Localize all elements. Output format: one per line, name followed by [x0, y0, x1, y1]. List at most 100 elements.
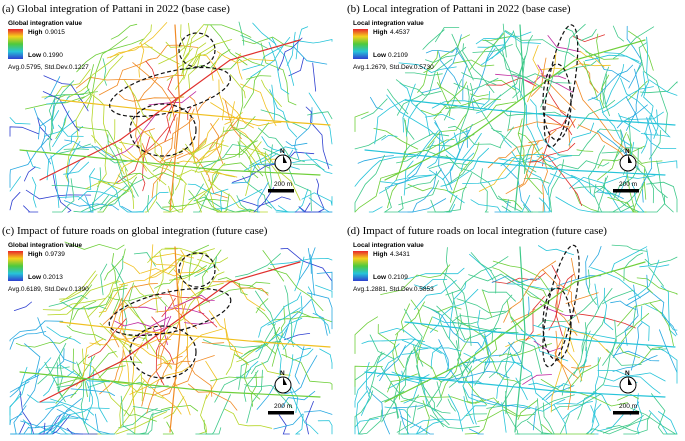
street	[631, 182, 645, 213]
street	[209, 116, 241, 150]
street	[258, 292, 302, 338]
street	[47, 280, 119, 316]
street	[168, 185, 175, 213]
street	[65, 104, 85, 184]
street	[9, 191, 21, 211]
street	[123, 300, 149, 349]
street	[312, 62, 317, 92]
street	[443, 79, 462, 121]
street	[23, 205, 39, 213]
street	[436, 348, 450, 372]
street	[528, 142, 576, 163]
street	[281, 353, 333, 390]
street	[239, 140, 301, 201]
street	[472, 98, 502, 133]
street	[118, 301, 130, 387]
legend-low-value: 0.2109	[388, 274, 408, 281]
street	[179, 184, 186, 213]
street	[507, 110, 512, 132]
street	[477, 309, 492, 366]
street	[354, 365, 383, 387]
street	[138, 77, 159, 103]
street	[92, 94, 123, 151]
street	[447, 398, 456, 412]
street	[106, 343, 118, 358]
street	[636, 42, 647, 73]
street	[111, 113, 157, 158]
street	[451, 321, 479, 325]
street	[443, 247, 454, 306]
street	[128, 306, 157, 311]
street	[197, 140, 225, 162]
street	[196, 162, 226, 213]
street	[271, 84, 276, 121]
street	[55, 116, 67, 140]
street	[66, 140, 81, 178]
main-road	[19, 371, 321, 398]
street	[586, 403, 602, 435]
street	[132, 62, 176, 121]
street	[45, 398, 82, 435]
street	[75, 338, 104, 387]
north-needle	[628, 377, 632, 385]
street	[555, 196, 605, 213]
street	[224, 101, 235, 125]
street	[481, 289, 516, 302]
street	[557, 128, 621, 157]
street	[51, 185, 91, 190]
street	[107, 293, 168, 307]
street	[88, 356, 93, 403]
street	[567, 274, 573, 296]
map-panel: (d) Impact of future roads on local inte…	[347, 225, 678, 435]
street	[144, 181, 158, 213]
street	[472, 44, 513, 53]
street	[148, 130, 172, 168]
street	[435, 27, 460, 43]
street	[136, 128, 155, 148]
street	[229, 74, 246, 99]
street	[298, 206, 322, 213]
street	[384, 406, 411, 418]
street	[488, 340, 524, 378]
street	[165, 41, 183, 48]
street	[46, 326, 81, 345]
street-network	[9, 241, 333, 435]
street	[468, 273, 546, 304]
street	[415, 58, 453, 107]
street	[140, 374, 143, 402]
street	[157, 303, 187, 360]
street	[98, 284, 129, 318]
street	[455, 340, 469, 373]
street	[9, 117, 31, 125]
street	[96, 144, 108, 188]
street	[293, 46, 328, 65]
scale-label: 200 m	[619, 181, 637, 188]
street	[223, 116, 256, 132]
street	[579, 346, 587, 373]
street	[449, 281, 467, 339]
street	[601, 147, 643, 154]
street	[124, 80, 152, 121]
street	[195, 427, 222, 435]
street	[611, 244, 648, 252]
street	[625, 96, 639, 124]
legend-high-label: High	[373, 29, 387, 36]
street	[92, 369, 108, 423]
legend-title: Local integration value	[353, 242, 424, 249]
street	[198, 394, 208, 435]
street	[312, 312, 328, 336]
street	[183, 53, 202, 80]
street	[361, 338, 425, 344]
street	[648, 129, 662, 160]
street	[286, 159, 333, 166]
street	[182, 49, 231, 70]
street	[261, 361, 291, 376]
highlight-zone	[129, 103, 197, 157]
street	[224, 100, 242, 140]
street	[198, 144, 247, 170]
street	[380, 366, 451, 414]
street	[392, 333, 400, 400]
street	[565, 292, 599, 304]
street	[110, 297, 123, 348]
street	[482, 333, 491, 375]
